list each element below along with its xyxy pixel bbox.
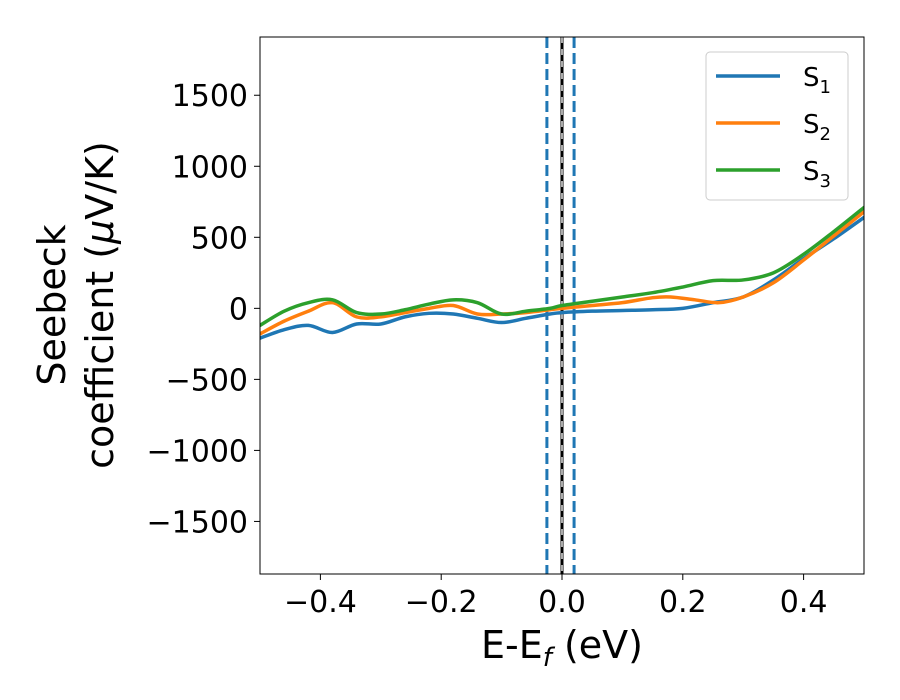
y-tick-label: −500 [166, 363, 248, 398]
y-tick-label: 500 [191, 221, 248, 256]
legend: S1 S2 S3 [705, 51, 849, 201]
y-tick-label: −1500 [147, 505, 248, 540]
y-tick-label: 1500 [172, 79, 248, 114]
x-axis-ticks: −0.4 −0.2 0.0 0.2 0.4 [284, 574, 827, 620]
legend-label-s1: S1 [803, 63, 831, 98]
x-tick-label: 0.2 [659, 585, 707, 620]
y-tick-label: 1000 [172, 150, 248, 185]
series-line-s3 [260, 205, 864, 328]
legend-box [705, 51, 849, 201]
legend-label-s2: S2 [803, 110, 831, 145]
x-tick-label: −0.2 [405, 585, 478, 620]
y-tick-label: 0 [229, 292, 248, 327]
y-axis-title-line2: coefficient (μV/K) [78, 141, 122, 469]
y-axis-ticks: −1500 −1000 −500 0 500 1000 1500 [147, 79, 260, 540]
x-tick-label: 0.0 [538, 585, 586, 620]
y-axis-title-line1: Seebeck [30, 224, 74, 385]
legend-label-s3: S3 [803, 157, 831, 192]
x-axis-title: E-Ef (eV) [481, 623, 643, 673]
y-tick-label: −1000 [147, 434, 248, 469]
x-tick-label: 0.4 [780, 585, 828, 620]
series-lines [260, 205, 864, 340]
x-tick-label: −0.4 [284, 585, 357, 620]
